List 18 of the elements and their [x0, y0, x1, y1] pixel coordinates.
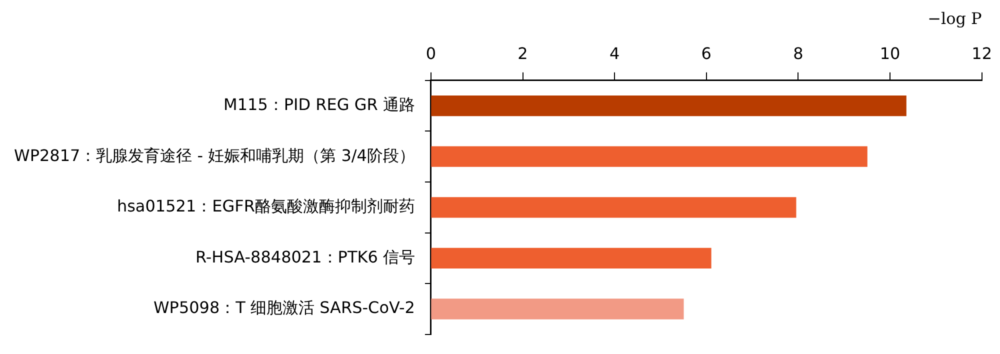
x-tick-label: 8 [793, 44, 804, 63]
x-tick-label: 4 [609, 44, 620, 63]
y-tick-label: hsa01521：EGFR酪氨酸激酶抑制剂耐药 [116, 196, 415, 216]
bar [431, 146, 868, 167]
x-tick-label: 2 [518, 44, 528, 63]
y-tick-label: WP2817：乳腺发育途径 - 妊娠和哺乳期（第 3/4阶段） [14, 146, 415, 165]
bar [431, 95, 906, 116]
y-tick-label: R-HSA-8848021：PTK6 信号 [195, 247, 415, 266]
y-tick-label: WP5098：T 细胞激活 SARS-CoV-2 [153, 298, 415, 318]
bar [431, 248, 712, 269]
x-tick-label: 10 [880, 44, 900, 63]
x-tick-label: 6 [701, 44, 712, 63]
x-tick-label: 0 [426, 44, 436, 63]
x-tick-label: 12 [972, 44, 992, 63]
y-tick-label: M115：PID REG GR 通路 [224, 94, 415, 114]
bar [431, 298, 684, 320]
x-axis-title: −log P [928, 8, 982, 28]
bar [431, 197, 796, 218]
